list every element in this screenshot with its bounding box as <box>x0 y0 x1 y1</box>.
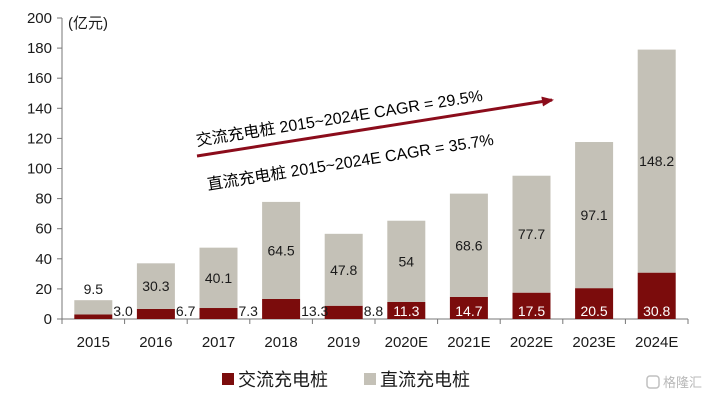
bar-ac <box>136 308 175 319</box>
data-label-ac: 17.5 <box>518 303 545 319</box>
watermark: 格隆汇 <box>646 375 702 390</box>
y-axis-unit-label: (亿元) <box>68 15 108 32</box>
data-label-ac: 3.0 <box>113 303 133 319</box>
y-tick-label: 80 <box>35 191 52 208</box>
data-label-dc: 9.5 <box>84 281 104 297</box>
bar-dc <box>449 193 488 297</box>
legend-swatch-ac <box>222 373 234 385</box>
bar-dc <box>262 201 301 299</box>
data-label-ac: 6.7 <box>176 303 196 319</box>
x-tick-label: 2017 <box>202 334 235 351</box>
legend-swatch-dc <box>364 373 376 385</box>
data-label-dc: 64.5 <box>267 242 294 258</box>
data-labels-layer: 9.5 3.0 30.3 6.7 40.1 7.3 64.5 13.3 47.8 8.8 54 11.… <box>84 153 675 319</box>
legend-label-dc: 直流充电桩 <box>380 370 470 390</box>
bar-ac <box>387 301 426 319</box>
y-tick-label: 100 <box>27 161 52 178</box>
watermark-text: 格隆汇 <box>663 375 702 390</box>
y-tick-label: 0 <box>44 311 52 328</box>
bar-dc <box>324 233 363 306</box>
bar-dc <box>387 220 426 302</box>
x-tick-label: 2018 <box>264 334 297 351</box>
y-tick-label: 160 <box>27 70 52 87</box>
data-label-dc: 30.3 <box>142 278 169 294</box>
bar-dc <box>637 49 676 273</box>
bar-ac <box>74 314 113 319</box>
x-tick-label: 2022E <box>510 334 553 351</box>
data-label-dc: 97.1 <box>580 207 607 223</box>
x-tick-label: 2024E <box>635 334 678 351</box>
bar-ac <box>575 288 614 319</box>
data-label-dc: 40.1 <box>205 270 232 286</box>
y-tick-label: 40 <box>35 251 52 268</box>
legend-label-ac: 交流充电桩 <box>238 370 328 390</box>
cagr-annotation: 交流充电桩 2015~2024E CAGR = 29.5% 直流充电桩 2015… <box>195 87 554 194</box>
y-tick-label: 60 <box>35 221 52 238</box>
y-tick-label: 120 <box>27 130 52 147</box>
data-label-ac: 7.3 <box>239 303 259 319</box>
x-tick-label: 2019 <box>327 334 360 351</box>
data-label-ac: 30.8 <box>643 303 670 319</box>
y-tick-label: 20 <box>35 281 52 298</box>
data-label-ac: 11.3 <box>393 303 419 319</box>
bars-layer <box>74 49 676 319</box>
bar-ac <box>324 305 363 319</box>
bar-dc <box>136 263 175 309</box>
x-tick-label: 2023E <box>572 334 615 351</box>
legend: 交流充电桩 直流充电桩 <box>222 370 470 390</box>
bar-ac <box>449 296 488 319</box>
data-label-ac: 20.5 <box>580 303 607 319</box>
x-tick-label: 2021E <box>447 334 490 351</box>
x-tick-label: 2015 <box>77 334 110 351</box>
bar-ac <box>637 272 676 319</box>
data-label-dc: 148.2 <box>639 153 674 169</box>
data-label-ac: 14.7 <box>455 303 482 319</box>
cagr-arrow <box>196 96 554 158</box>
data-label-dc: 77.7 <box>518 226 545 242</box>
bar-ac <box>199 308 238 319</box>
data-label-ac: 8.8 <box>364 303 384 319</box>
y-tick-label: 200 <box>27 10 52 27</box>
bar-dc <box>575 142 614 289</box>
bar-dc <box>74 300 113 315</box>
y-tick-label: 140 <box>27 100 52 117</box>
data-label-ac: 13.3 <box>301 303 328 319</box>
data-label-dc: 54 <box>399 253 415 269</box>
data-label-dc: 47.8 <box>330 262 357 278</box>
y-tick-label: 180 <box>27 40 52 57</box>
x-tick-label: 2020E <box>385 334 428 351</box>
bar-dc <box>199 247 238 309</box>
axis-layer: 0 20 40 60 80 100 120 140 160 180 200 2015 2016 2017 2… <box>27 10 689 351</box>
data-label-dc: 68.6 <box>455 237 482 253</box>
bar-dc <box>512 175 551 293</box>
bar-ac <box>262 298 301 319</box>
x-tick-label: 2016 <box>139 334 172 351</box>
bar-ac <box>512 292 551 319</box>
